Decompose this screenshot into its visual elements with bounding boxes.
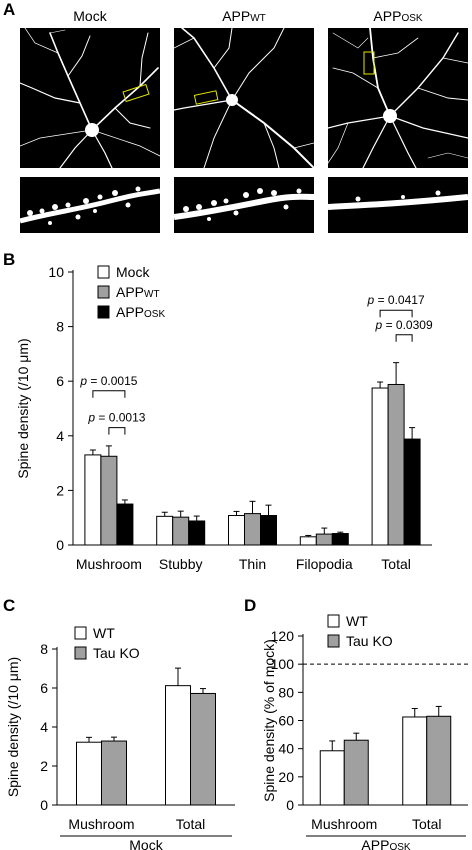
panel-a-title-apposk: APPOSK	[373, 8, 423, 24]
x-tick-label: Thin	[239, 556, 266, 572]
y-tick-label: 2	[56, 482, 64, 498]
y-tick-label: 2	[40, 758, 48, 774]
bar	[387, 383, 405, 546]
bar	[228, 515, 245, 546]
significance-bracket	[108, 427, 126, 435]
y-axis-title: Spine density (/10 μm)	[5, 657, 21, 797]
bar	[244, 513, 261, 546]
bar	[371, 387, 389, 546]
micrograph-appwt	[174, 28, 314, 168]
panel-a-label: A	[3, 0, 16, 19]
bar	[156, 515, 174, 546]
micrograph-apposk	[328, 28, 468, 168]
y-tick-label: 40	[278, 741, 294, 757]
legend-label: WT	[346, 613, 368, 629]
bar	[299, 536, 317, 546]
bar	[84, 454, 102, 546]
legend-swatch	[327, 614, 340, 628]
bar	[402, 716, 428, 806]
panel-c-label: C	[3, 596, 16, 615]
x-tick-label: Mushroom	[311, 816, 377, 832]
legend-label: Tau KO	[93, 645, 140, 661]
bar	[343, 739, 369, 806]
panel-b-label: B	[3, 250, 16, 269]
panel-a-title-appwt: APPWT	[222, 8, 266, 24]
legend-label: WT	[93, 625, 115, 641]
legend-swatch	[74, 646, 87, 660]
bar	[190, 692, 216, 806]
panel-d-label: D	[244, 596, 257, 615]
y-tick-label: 120	[271, 628, 295, 644]
dendrite-zoom-apposk	[328, 177, 468, 233]
y-axis-title: Spine density (% of mock)	[261, 639, 277, 802]
significance-label: p = 0.0013	[87, 411, 145, 425]
y-tick-label: 6	[40, 680, 48, 696]
legend-label: Mock	[116, 264, 150, 280]
dendrite-zoom-appwt	[174, 177, 314, 233]
bar	[331, 533, 349, 546]
y-tick-label: 0	[56, 537, 64, 553]
legend-swatch	[97, 285, 110, 299]
x-tick-label: Mushroom	[68, 816, 134, 832]
y-tick-label: 10	[48, 264, 64, 280]
significance-bracket	[379, 309, 413, 318]
legend-swatch	[327, 634, 340, 648]
x-tick-label: Mushroom	[76, 556, 142, 572]
bar	[319, 750, 345, 806]
panel-a-title-mock: Mock	[73, 8, 107, 24]
legend-label: Tau KO	[346, 633, 393, 649]
y-tick-label: 80	[278, 684, 294, 700]
bar	[116, 503, 134, 546]
group-label-apposk: APPOSK	[361, 837, 410, 850]
x-tick-label: Filopodia	[296, 556, 353, 572]
bar	[426, 715, 452, 806]
bar	[188, 520, 206, 546]
bar	[172, 516, 190, 546]
bar	[100, 455, 118, 546]
x-tick-label: Stubby	[159, 556, 203, 572]
group-label-mock: Mock	[129, 837, 163, 850]
legend-label: APPOSK	[116, 304, 165, 320]
x-tick-label: Total	[176, 816, 206, 832]
legend-label: APPWT	[116, 284, 160, 300]
y-tick-label: 100	[271, 656, 295, 672]
y-tick-label: 0	[286, 797, 294, 813]
legend-swatch	[97, 305, 110, 319]
y-tick-label: 8	[56, 319, 64, 335]
bar	[403, 438, 421, 546]
significance-label: p = 0.0015	[79, 374, 137, 388]
y-tick-label: 20	[278, 769, 294, 785]
significance-label: p = 0.0309	[375, 318, 433, 332]
significance-label: p = 0.0417	[367, 293, 425, 307]
y-tick-label: 4	[56, 428, 64, 444]
bar	[101, 740, 127, 806]
legend-swatch	[97, 265, 110, 279]
x-tick-label: Total	[381, 556, 411, 572]
y-tick-label: 6	[56, 373, 64, 389]
significance-bracket	[395, 334, 413, 342]
y-tick-label: 8	[40, 641, 48, 657]
y-tick-label: 0	[40, 797, 48, 813]
bar	[76, 741, 102, 806]
chart-panel-c: 0 2 4 6 8 Spine density (/10 μm) Mushroom Total…	[5, 625, 235, 850]
y-tick-label: 4	[40, 719, 48, 735]
bar	[165, 685, 191, 806]
micrograph-mock	[20, 28, 160, 168]
y-axis-title: Spine density (/10 μm)	[15, 338, 31, 478]
y-tick-label: 60	[278, 713, 294, 729]
chart-panel-b: 0 2 4 6 8 10 Spine density (/10 μm) Mushroom Stu…	[15, 264, 433, 572]
significance-bracket	[92, 390, 126, 398]
legend-swatch	[74, 626, 87, 640]
bar	[260, 515, 277, 546]
x-tick-label: Total	[412, 816, 442, 832]
bar	[315, 533, 333, 546]
dendrite-zoom-mock	[20, 177, 160, 233]
